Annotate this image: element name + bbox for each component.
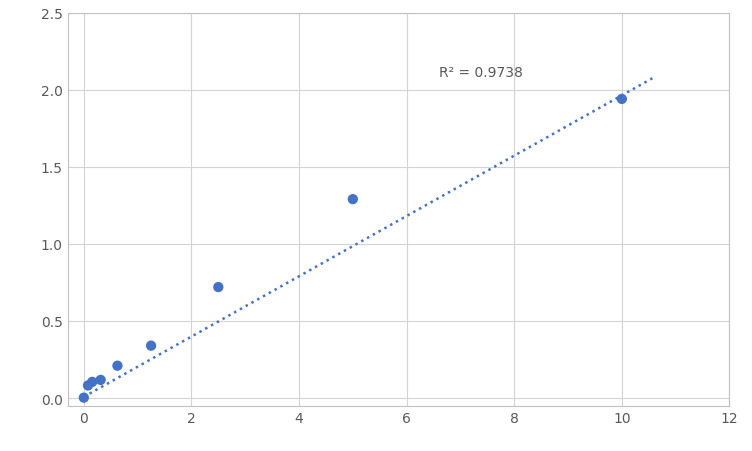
Point <box>347 196 359 203</box>
Point <box>82 382 94 389</box>
Point <box>212 284 224 291</box>
Point <box>145 342 157 350</box>
Point <box>95 377 107 384</box>
Point <box>111 362 123 369</box>
Point <box>616 96 628 103</box>
Point <box>86 378 99 386</box>
Point <box>77 394 89 401</box>
Text: R² = 0.9738: R² = 0.9738 <box>439 66 523 80</box>
